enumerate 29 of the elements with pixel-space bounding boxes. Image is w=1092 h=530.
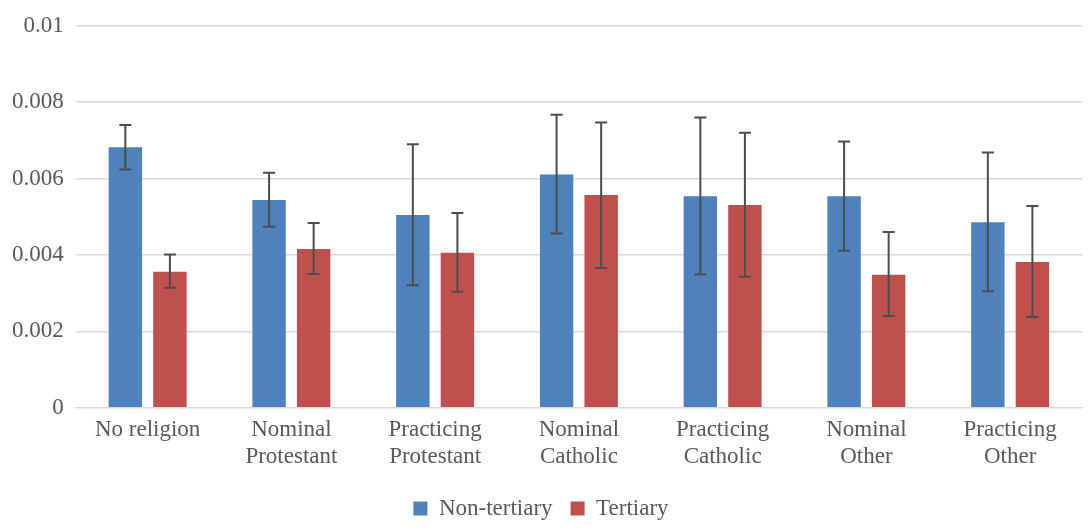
y-tick-label: 0.01: [23, 11, 64, 37]
x-tick-label: Nominal Other: [826, 415, 907, 469]
x-tick-label: Practicing Other: [963, 415, 1058, 469]
bar: [440, 252, 475, 408]
legend-label: Tertiary: [596, 494, 670, 520]
y-tick-label: 0: [52, 393, 64, 419]
x-tick-label: Nominal Catholic: [538, 415, 620, 469]
x-tick-label: Practicing Protestant: [388, 415, 483, 469]
bar: [539, 174, 574, 408]
bar: [396, 214, 430, 408]
bar: [728, 204, 762, 408]
bar: [871, 274, 906, 408]
y-tick-label: 0.004: [12, 241, 65, 267]
y-tick-label: 0.006: [12, 164, 64, 190]
bar: [108, 147, 143, 408]
x-tick-label: No religion: [94, 415, 201, 441]
y-tick-label: 0.002: [12, 317, 64, 343]
x-tick-label: Practicing Catholic: [676, 415, 770, 469]
legend-label: Non-tertiary: [438, 494, 554, 520]
bar: [1015, 261, 1050, 408]
bar: [971, 222, 1005, 408]
bar: [296, 248, 331, 408]
bar: [153, 271, 187, 408]
bar: [827, 196, 861, 408]
bar: [683, 196, 718, 408]
bar: [584, 195, 618, 408]
y-tick-label: 0.008: [12, 88, 64, 114]
bar: [252, 199, 286, 408]
x-tick-label: Nominal Protestant: [245, 415, 338, 469]
